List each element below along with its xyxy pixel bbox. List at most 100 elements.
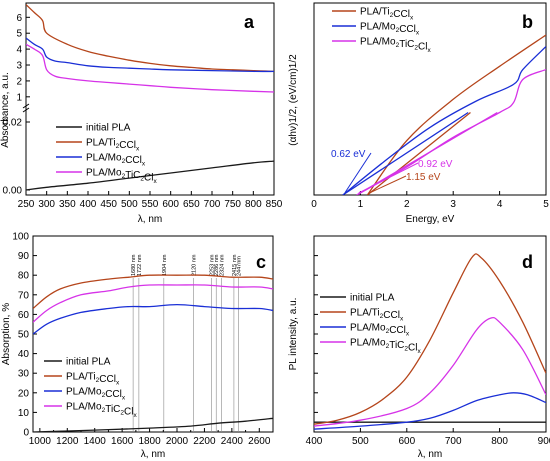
c-xtick-label: 1400 <box>84 436 107 447</box>
c-ytick-label: 40 <box>18 349 30 360</box>
d-series-pla-ti2cclx <box>314 253 546 425</box>
c-xtick-label: 1200 <box>56 436 79 447</box>
d-series-pla-mo2cclx <box>314 392 546 430</box>
d-xtick-label: 500 <box>352 436 369 447</box>
c-ytick-label: 80 <box>18 271 30 282</box>
legend-label-a-pla-ti2cclx: PLA/Ti2CClx <box>86 138 140 153</box>
b-annotation-1-15-ev: 1.15 eV <box>406 172 441 183</box>
b-fit-pla-mo2cclx <box>342 111 469 195</box>
d-xtick-label: 400 <box>306 436 323 447</box>
panel-d-legend: initial PLA PLA/Ti2CClxPLA/Mo2CClxPLA/Mo2… <box>320 293 421 356</box>
legend-label-b-pla-mo2tic2clx: PLA/Mo2TiC2Clx <box>360 37 431 55</box>
a-xtick-label: 400 <box>80 199 97 210</box>
c-marker-label: 2120 nm <box>191 254 197 276</box>
panel-c-xlabel: λ, nm <box>141 449 165 460</box>
b-annotation-arrow-1-15-ev <box>369 175 407 194</box>
d-xtick-label: 800 <box>491 436 508 447</box>
panel-d-label: d <box>522 252 533 272</box>
b-xtick-label: 4 <box>497 199 503 210</box>
a-xtick-label: 800 <box>245 199 262 210</box>
a-xtick-label: 500 <box>121 199 138 210</box>
b-annotation-arrow-0-62-ev <box>344 152 372 194</box>
a-ytick-label: 5 <box>16 29 22 40</box>
legend-label-c-pla-mo2cclx: PLA/Mo2CClx <box>66 387 126 402</box>
panel-a-series <box>26 4 274 191</box>
panel-c-series <box>33 274 273 432</box>
a-axis-break <box>22 103 30 109</box>
panel-a-ylabel: Absorbance, a.u. <box>0 72 11 148</box>
a-ytick-label: 2 <box>16 76 22 87</box>
panel-d-ylabel: PL intensity, a.u. <box>288 298 299 371</box>
d-xtick-label: 900 <box>538 436 550 447</box>
a-xtick-label: 700 <box>204 199 221 210</box>
c-series-pla-ti2cclx <box>33 274 273 310</box>
a-axis-break <box>22 107 30 113</box>
legend-label-d-pla-mo2cclx: PLA/Mo2CClx <box>350 323 410 338</box>
legend-label-a-pla-mo2tic2clx: PLA/Mo2TiC2Clx <box>86 168 157 186</box>
panel-b-ylabel: (αhν)1/2, (eV/cm)1/2 <box>288 54 299 146</box>
legend-label-b-pla-ti2cclx: PLA/Ti2CClx <box>360 7 414 22</box>
a-xtick-label: 350 <box>59 199 76 210</box>
c-marker-label: 1904 nm <box>162 254 168 276</box>
c-series-pla-mo2tic2clx <box>33 284 273 323</box>
d-xtick-label: 700 <box>445 436 462 447</box>
legend-label-a-initial-pla: initial PLA <box>86 123 131 134</box>
panel-d-xlabel: λ, nm <box>418 449 442 460</box>
panel-d-series <box>314 253 546 430</box>
c-marker-label: 2286 nm <box>214 254 220 276</box>
d-xtick-label: 600 <box>398 436 415 447</box>
panel-c-label: c <box>256 252 266 272</box>
c-xtick-label: 2000 <box>166 436 189 447</box>
b-series-pla-mo2cclx <box>342 46 546 195</box>
b-annotation-0-62-ev: 0.62 eV <box>331 149 366 160</box>
legend-label-c-pla-ti2cclx: PLA/Ti2CClx <box>66 372 120 387</box>
b-annotation-0-92-ev: 0.92 eV <box>418 159 453 170</box>
c-series-pla-mo2cclx <box>33 303 273 335</box>
c-marker-label: 2324 nm <box>219 254 225 276</box>
c-xtick-label: 1000 <box>29 436 52 447</box>
panel-c: 1680 nm 1722 nm 1904 nm 2120 nm 2253 nm2286 … <box>1 232 274 460</box>
panel-b-ticks: 0 1 2 3 4 5 <box>311 191 549 210</box>
c-marker-label: 1680 nm <box>131 254 137 276</box>
panel-a-frame <box>25 2 275 196</box>
c-ytick-label: 50 <box>18 330 30 341</box>
a-xtick-label: 300 <box>38 199 55 210</box>
d-series-pla-mo2tic2clx <box>314 316 546 427</box>
b-series-pla-ti2cclx <box>366 34 546 195</box>
legend-label-d-pla-ti2cclx: PLA/Ti2CClx <box>350 308 404 323</box>
a-series-pla-mo2cclx <box>26 37 274 73</box>
a-ytick-label: 0.02 <box>3 118 23 129</box>
legend-label-c-initial-pla: initial PLA <box>66 357 111 368</box>
c-xtick-label: 2400 <box>221 436 244 447</box>
c-xtick-label: 1600 <box>111 436 134 447</box>
a-xtick-label: 750 <box>224 199 241 210</box>
panel-b-series <box>342 34 546 195</box>
legend-label-d-pla-mo2tic2clx: PLA/Mo2TiC2Clx <box>350 338 421 356</box>
panel-b-xlabel: Energy, eV <box>406 214 455 225</box>
a-xtick-label: 650 <box>183 199 200 210</box>
c-ytick-label: 90 <box>18 251 30 262</box>
c-series-initial-pla <box>33 417 273 432</box>
a-xtick-label: 850 <box>266 199 283 210</box>
a-ytick-label: 6 <box>16 13 22 24</box>
a-series-initial-pla <box>26 160 274 191</box>
panel-a-ticks: 250 300 350 400 450 500 550 600 650 700 750 800 850 1… <box>3 13 283 210</box>
panel-c-legend: initial PLA PLA/Ti2CClxPLA/Mo2CClxPLA/Mo2… <box>44 357 137 420</box>
panel-d-ticks: 400 500 600 700 800 900 <box>306 235 550 447</box>
c-ytick-label: 70 <box>18 290 30 301</box>
panel-b-annotations: 0.62 eV 0.92 eV 1.15 eV <box>331 149 453 194</box>
c-marker-label: 2447nm <box>236 256 242 276</box>
c-marker-label: 1722 nm <box>137 254 143 276</box>
panel-a-xlabel: λ, nm <box>138 214 162 225</box>
legend-label-b-pla-mo2cclx: PLA/Mo2CClx <box>360 22 420 37</box>
c-ytick-label: 100 <box>12 232 29 243</box>
b-xtick-label: 5 <box>543 199 549 210</box>
c-xtick-label: 2200 <box>193 436 216 447</box>
panel-b: 0 1 2 3 4 5 PLA/Ti2CClxPLA/Mo2CClxPLA/Mo2TiC2… <box>288 2 549 225</box>
c-ytick-label: 0 <box>23 428 29 439</box>
a-xtick-label: 450 <box>100 199 117 210</box>
b-annotation-arrow-0-92-ev <box>358 162 419 194</box>
panel-d: 400 500 600 700 800 900 initial PLA PLA/Ti2CCl… <box>288 235 550 460</box>
legend-label-c-pla-mo2tic2clx: PLA/Mo2TiC2Clx <box>66 402 137 420</box>
c-ytick-label: 30 <box>18 369 30 380</box>
